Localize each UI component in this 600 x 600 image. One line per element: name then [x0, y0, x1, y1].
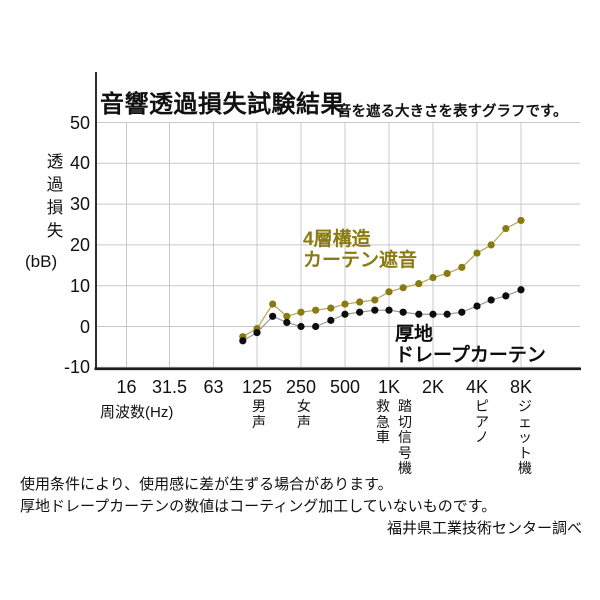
- page-subtitle: 音を遮る大きさを表すグラフです。: [337, 104, 568, 120]
- x-tick-label: 63: [203, 377, 224, 397]
- y-tick-label: 20: [69, 234, 90, 255]
- x-axis-label: 周波数(Hz): [100, 404, 174, 421]
- data-point-s2: [517, 286, 525, 294]
- legend-4layer-curtain: 4層構造 カーテン遮音: [303, 229, 417, 271]
- y-axis-unit: (bB): [25, 252, 58, 271]
- x-tick-label: 125: [241, 377, 272, 397]
- data-point-s1: [443, 269, 451, 278]
- sound-source-annotation: 男声: [252, 398, 266, 430]
- data-point-s2: [341, 310, 349, 318]
- x-tick-label: 16: [116, 377, 137, 397]
- data-point-s2: [415, 310, 423, 318]
- data-point-s2: [269, 312, 277, 320]
- sound-source-annotation: ジェット機: [518, 398, 532, 476]
- data-point-s1: [341, 300, 349, 308]
- data-point-s2: [458, 308, 466, 316]
- y-tick-label: 30: [69, 194, 90, 215]
- y-axis-label: 透過損失: [46, 153, 64, 240]
- y-tick-label: 50: [69, 112, 90, 133]
- x-tick-label: 500: [329, 377, 360, 397]
- y-tick-label: 10: [69, 275, 90, 296]
- legend-4layer-line1: 4層構造: [303, 229, 371, 250]
- legend-4layer-line2: カーテン遮音: [303, 250, 418, 271]
- sound-source-annotation: 踏切信号機: [398, 398, 412, 476]
- data-point-s2: [443, 310, 451, 318]
- data-point-s2: [473, 302, 481, 310]
- note-line-1: 使用条件により、使用感に差が生ずる場合があります。: [20, 476, 393, 493]
- sound-source-annotation: 救急車: [376, 398, 390, 445]
- data-point-s1: [283, 312, 291, 320]
- data-point-s1: [385, 288, 393, 296]
- y-tick-label: 40: [69, 153, 90, 174]
- data-point-s1: [399, 284, 407, 292]
- sound-source-annotation: ピアノ: [475, 398, 489, 445]
- data-point-s1: [371, 296, 379, 304]
- data-point-s1: [429, 273, 437, 282]
- x-tick-label: 31.5: [151, 377, 188, 397]
- x-tick-label: 8K: [509, 377, 532, 397]
- data-point-s2: [312, 322, 320, 331]
- data-point-s1: [297, 308, 305, 316]
- data-point-s1: [473, 249, 481, 257]
- note-line-2: 厚地ドレープカーテンの数値はコーティング加工していないものです。: [20, 498, 497, 515]
- data-point-s2: [356, 308, 364, 316]
- data-point-s1: [327, 304, 335, 312]
- data-point-s2: [399, 308, 407, 316]
- legend-drape-line2: ドレープカーテン: [395, 345, 546, 366]
- data-point-s1: [517, 216, 525, 225]
- x-tick-label: 1K: [377, 377, 400, 397]
- data-point-s2: [371, 306, 379, 314]
- page-title: 音響透過損失試験結果: [100, 91, 345, 118]
- x-tick-label: 2K: [421, 377, 444, 397]
- data-point-s2: [297, 322, 305, 331]
- x-tick-label: 250: [285, 377, 316, 397]
- data-point-s2: [283, 318, 291, 327]
- data-point-s2: [487, 296, 495, 304]
- legend-drape-line1: 厚地: [395, 324, 434, 345]
- x-tick-label: 4K: [465, 377, 488, 397]
- data-point-s1: [458, 263, 466, 271]
- data-point-s1: [356, 298, 364, 306]
- data-point-s1: [487, 241, 495, 249]
- data-point-s2: [239, 337, 247, 345]
- usage-notes: 使用条件により、使用感に差が生ずる場合があります。 厚地ドレープカーテンの数値は…: [20, 474, 496, 518]
- source-credit: 福井県工業技術センター調べ: [386, 520, 582, 537]
- data-point-s2: [429, 310, 437, 318]
- data-point-s2: [253, 329, 261, 337]
- data-point-s1: [415, 280, 423, 288]
- data-point-s1: [312, 306, 320, 314]
- y-tick-label: -10: [63, 357, 90, 378]
- data-point-s2: [502, 292, 510, 300]
- legend-drape-curtain: 厚地 ドレープカーテン: [395, 324, 546, 366]
- data-point-s1: [502, 224, 510, 233]
- y-tick-label: 0: [79, 316, 90, 337]
- data-point-s2: [385, 306, 393, 314]
- sound-source-annotation: 女声: [297, 398, 311, 430]
- data-point-s2: [327, 316, 335, 324]
- data-point-s1: [269, 300, 277, 308]
